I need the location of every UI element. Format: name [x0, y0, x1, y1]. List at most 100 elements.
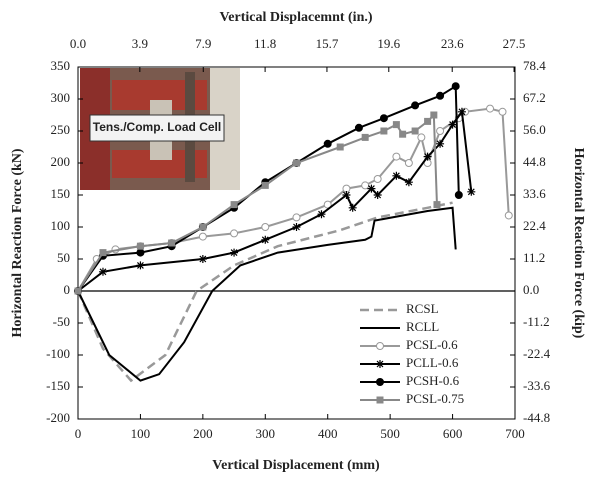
- marker: [376, 378, 384, 386]
- y2-tick-label: -33.6: [523, 378, 551, 393]
- marker: [376, 396, 384, 404]
- x2-tick-label: 11.8: [254, 36, 276, 51]
- marker: [74, 287, 82, 295]
- marker: [504, 211, 513, 220]
- marker: [293, 159, 300, 167]
- x-tick-label: 200: [193, 426, 213, 441]
- marker: [354, 123, 363, 132]
- marker: [199, 223, 207, 231]
- marker: [230, 229, 239, 238]
- marker: [136, 248, 145, 257]
- marker: [361, 181, 370, 190]
- y-tick-label: 300: [51, 90, 71, 105]
- y-tick-label: -50: [53, 314, 70, 329]
- marker: [168, 239, 176, 247]
- x-tick-label: 0: [75, 426, 82, 441]
- marker: [361, 133, 369, 141]
- marker: [367, 184, 376, 193]
- x2-tick-label: 15.7: [316, 36, 339, 51]
- marker: [392, 121, 400, 129]
- y-tick-label: -150: [46, 378, 70, 393]
- y2-tick-label: 11.2: [523, 250, 545, 265]
- marker: [433, 201, 441, 209]
- series-line: [77, 206, 457, 382]
- inset-photo: Tens./Comp. Load Cell: [80, 68, 240, 190]
- plot-frame: [77, 66, 516, 420]
- y2-tick-label: -44.8: [523, 410, 550, 425]
- y2-tick-label: 78.4: [523, 58, 546, 73]
- y2-tick-label: 44.8: [523, 154, 546, 169]
- marker: [467, 187, 476, 196]
- marker: [454, 191, 463, 199]
- legend-label: PCLL-0.6: [406, 355, 459, 370]
- marker: [323, 139, 332, 148]
- x-tick-label: 700: [505, 426, 525, 441]
- x-tick-label: 400: [318, 426, 338, 441]
- marker: [380, 127, 388, 135]
- marker: [261, 235, 270, 244]
- y2-axis-title: Horizontal Reaction Force (kip): [571, 148, 586, 339]
- y-tick-label: 0: [64, 282, 71, 297]
- series-line: [76, 201, 453, 383]
- x-tick-label: 500: [380, 426, 400, 441]
- marker: [457, 107, 466, 116]
- marker: [317, 210, 326, 219]
- marker: [423, 152, 432, 161]
- marker: [230, 248, 239, 257]
- marker: [448, 120, 457, 129]
- legend-label: PCSL-0.75: [406, 391, 464, 406]
- legend-label: RCLL: [406, 319, 439, 334]
- y2-tick-label: -22.4: [523, 346, 551, 361]
- annotation: Tens./Comp. Load Cell: [93, 120, 221, 134]
- y-tick-label: 100: [51, 218, 71, 233]
- legend-label: PCSL-0.6: [406, 337, 458, 352]
- marker: [376, 360, 384, 368]
- marker: [376, 342, 384, 350]
- y-tick-label: 50: [57, 250, 70, 265]
- marker: [404, 178, 413, 187]
- y-tick-label: -200: [46, 410, 70, 425]
- x-axis-title: Vertical Displacement (mm): [212, 458, 380, 473]
- x-tick-label: 300: [256, 426, 276, 441]
- marker: [392, 152, 401, 161]
- marker: [230, 201, 238, 209]
- marker: [348, 203, 357, 212]
- y-tick-label: 350: [51, 58, 71, 73]
- marker: [451, 82, 460, 91]
- y2-tick-label: 56.0: [523, 122, 546, 137]
- legend-label: PCSH-0.6: [406, 373, 460, 388]
- marker: [424, 117, 432, 125]
- marker: [136, 261, 145, 270]
- x2-tick-label: 27.5: [503, 36, 526, 51]
- marker: [392, 171, 401, 180]
- marker: [379, 114, 388, 123]
- marker: [417, 133, 426, 142]
- legend-label: RCSL: [406, 301, 439, 316]
- marker: [436, 91, 445, 100]
- marker: [404, 159, 413, 167]
- x2-tick-label: 3.9: [132, 36, 148, 51]
- marker: [292, 213, 301, 222]
- marker: [411, 127, 419, 135]
- marker: [436, 127, 445, 135]
- x2-axis-title: Vertical Displacemnt (in.): [219, 10, 372, 25]
- marker: [436, 139, 445, 148]
- y2-tick-label: -11.2: [523, 314, 550, 329]
- x2-tick-label: 23.6: [441, 36, 464, 51]
- marker: [198, 232, 207, 241]
- marker: [292, 223, 301, 231]
- y2-tick-label: 22.4: [523, 218, 546, 233]
- marker: [342, 191, 351, 199]
- y2-tick-label: 67.2: [523, 90, 546, 105]
- marker: [486, 104, 495, 113]
- x2-tick-label: 7.9: [195, 36, 211, 51]
- marker: [373, 175, 382, 183]
- marker: [261, 223, 270, 231]
- marker: [430, 111, 438, 119]
- marker: [411, 101, 420, 110]
- x-tick-label: 100: [131, 426, 151, 441]
- y-tick-label: -100: [46, 346, 70, 361]
- x2-tick-label: 19.6: [377, 36, 400, 51]
